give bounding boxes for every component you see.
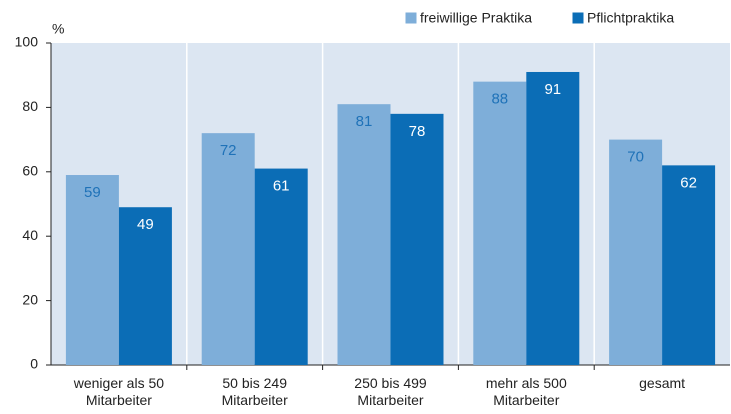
y-tick-label: 0	[30, 356, 38, 372]
bar	[254, 168, 308, 365]
value-label: 70	[627, 149, 644, 166]
value-label: 59	[84, 184, 101, 201]
bar	[609, 139, 663, 365]
value-label: 61	[273, 178, 290, 195]
x-tick-label: gesamt	[639, 375, 685, 391]
bar	[473, 81, 527, 365]
value-label: 49	[137, 216, 154, 233]
bar	[201, 133, 255, 365]
bar	[337, 104, 391, 366]
x-tick-label: weniger als 50 Mitarbeiter	[73, 375, 164, 408]
bar	[662, 165, 716, 365]
x-tick-label: 250 bis 499 Mitarbeiter	[354, 375, 427, 408]
x-tick-label: 50 bis 249 Mitarbeiter	[222, 375, 288, 408]
x-tick-label: mehr als 500 Mitarbeiter	[486, 375, 567, 408]
legend-swatch	[571, 11, 585, 25]
y-tick-label: 60	[22, 163, 38, 179]
legend-label: Pflichtpraktika	[587, 10, 674, 26]
y-tick-label: 100	[15, 34, 39, 50]
bar	[118, 207, 172, 365]
bar	[526, 71, 580, 365]
value-label: 62	[680, 174, 697, 191]
value-label: 72	[220, 142, 237, 159]
bar	[65, 175, 119, 365]
value-label: 91	[544, 81, 561, 98]
legend-label: freiwillige Praktika	[420, 10, 532, 26]
y-tick-label: 20	[22, 291, 38, 307]
value-label: 81	[356, 113, 373, 130]
unit-label: %	[52, 21, 64, 37]
bar	[390, 113, 444, 365]
legend-swatch	[404, 11, 418, 25]
value-label: 78	[409, 123, 426, 140]
value-label: 88	[491, 91, 508, 108]
y-tick-label: 80	[22, 98, 38, 114]
y-tick-label: 40	[22, 227, 38, 243]
